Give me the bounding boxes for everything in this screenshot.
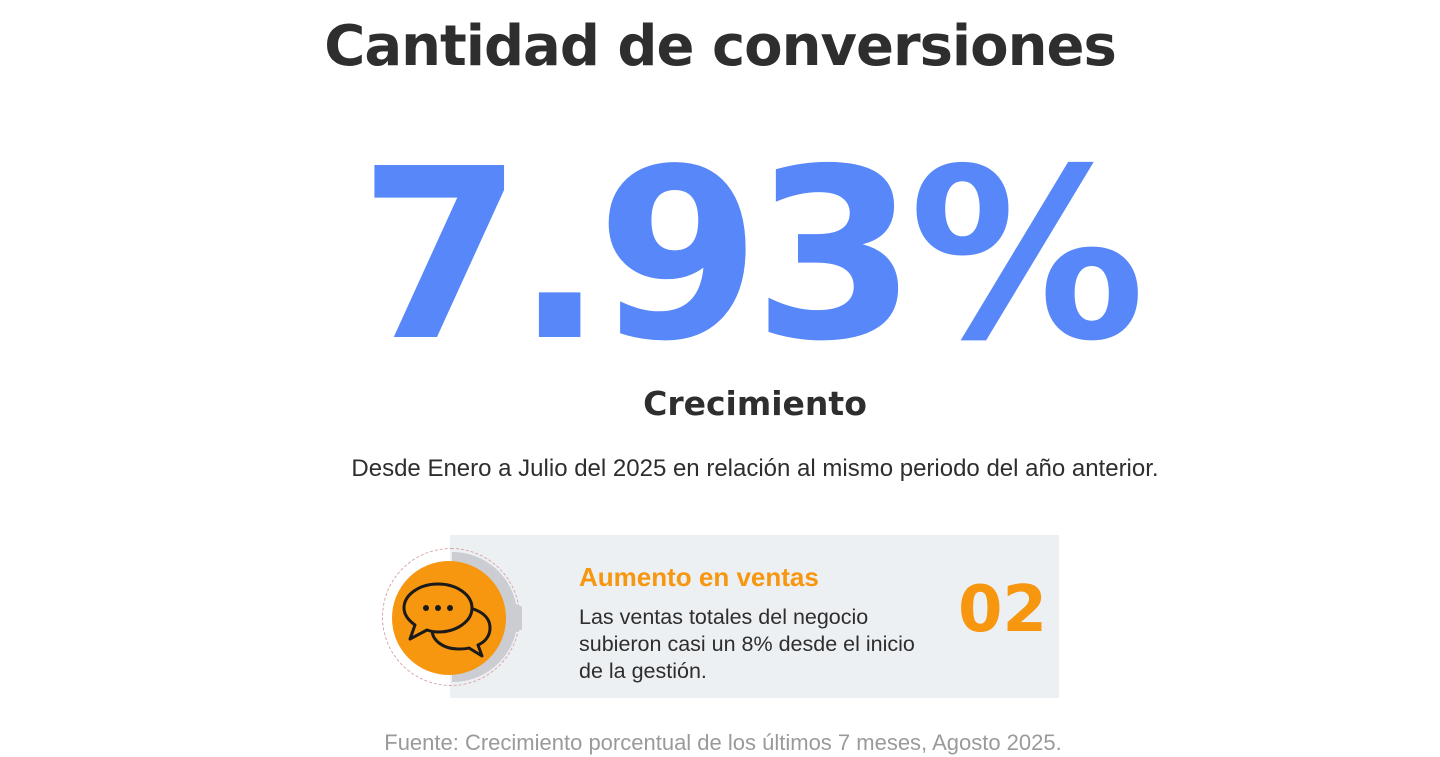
- metric-value: 7.93%: [358, 118, 1146, 393]
- card-text: Las ventas totales del negocio subieron …: [579, 605, 915, 683]
- info-card: [450, 535, 1059, 698]
- page-title: Cantidad de conversiones: [324, 14, 1117, 79]
- source-note: Fuente: Crecimiento porcentual de los úl…: [384, 730, 1062, 755]
- card-number: 02: [958, 573, 1048, 647]
- metric-description: Desde Enero a Julio del 2025 en relación…: [351, 455, 1159, 482]
- metric-label: Crecimiento: [643, 384, 867, 423]
- card-title: Aumento en ventas: [579, 562, 819, 592]
- chat-bubbles-icon: [402, 582, 492, 658]
